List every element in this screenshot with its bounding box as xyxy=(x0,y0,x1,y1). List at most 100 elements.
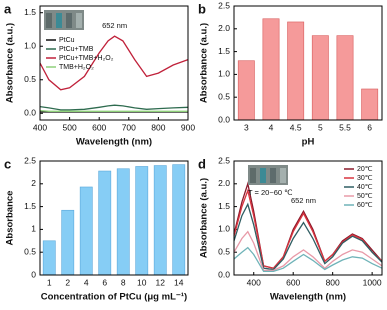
x-tick-label: 900 xyxy=(181,122,195,132)
legend-label: PtCu+TMB+H₂O₂ xyxy=(59,55,114,62)
x-tick-label: 400 xyxy=(33,122,47,132)
vial xyxy=(76,13,82,28)
legend-label: TMB+H₂O₂ xyxy=(59,64,94,71)
y-tick-label: 0.0 xyxy=(218,114,230,124)
plot-frame xyxy=(39,160,189,276)
x-tick-label: 10 xyxy=(137,277,147,287)
y-tick-label: 0 xyxy=(31,269,36,279)
vial xyxy=(250,168,256,183)
line-series xyxy=(39,35,189,91)
panel-label: a xyxy=(4,1,12,16)
y-tick-label: 2.5 xyxy=(218,0,230,10)
y-tick-label: 2.5 xyxy=(24,155,36,165)
y-tick-label: 0.5 xyxy=(218,91,230,101)
bar xyxy=(311,35,329,121)
panel-label: b xyxy=(198,1,206,16)
annotation: 652 nm xyxy=(291,196,316,205)
x-tick-label: 600 xyxy=(92,122,106,132)
x-tick-label: 3 xyxy=(244,122,249,132)
y-tick-label: 1.0 xyxy=(218,69,230,79)
y-tick-label: 0.5 xyxy=(24,246,36,256)
x-tick-label: 6 xyxy=(102,277,107,287)
y-tick-label: 1.5 xyxy=(24,7,36,17)
y-tick-label: 1.5 xyxy=(218,201,230,211)
y-tick-label: 0.5 xyxy=(24,74,36,84)
bar xyxy=(79,186,93,276)
bar xyxy=(116,168,130,276)
x-tick-label: 4 xyxy=(269,122,274,132)
legend-label: 20℃ xyxy=(357,166,373,173)
y-tick-label: 0.0 xyxy=(218,269,230,279)
y-tick-label: 1.0 xyxy=(24,40,36,50)
vial xyxy=(260,168,266,183)
bar xyxy=(172,164,186,276)
x-tick-label: 1000 xyxy=(363,277,382,287)
legend-label: 40℃ xyxy=(357,184,373,191)
line-series xyxy=(233,230,383,272)
legend-label: PtCu+TMB xyxy=(59,46,94,53)
y-tick-label: 1.0 xyxy=(218,224,230,234)
inset-photo xyxy=(44,10,84,30)
bar xyxy=(135,166,149,276)
x-tick-label: 500 xyxy=(63,122,77,132)
y-axis-label: Absorbance (a.u.) xyxy=(199,178,210,258)
x-tick-label: 14 xyxy=(174,277,184,287)
x-axis-label: Wavelength (nm) xyxy=(270,292,346,303)
bar xyxy=(237,60,255,121)
plot-frame xyxy=(233,5,383,121)
x-tick-label: 2 xyxy=(65,277,70,287)
x-tick-label: 5.5 xyxy=(339,122,351,132)
y-tick-label: 0.5 xyxy=(218,246,230,256)
x-tick-label: 4 xyxy=(84,277,89,287)
x-tick-label: 5 xyxy=(318,122,323,132)
y-tick-label: 1.5 xyxy=(24,201,36,211)
annotation: 652 nm xyxy=(102,21,127,30)
x-tick-label: 400 xyxy=(247,277,261,287)
bar xyxy=(98,170,112,276)
vial xyxy=(56,13,62,28)
y-tick-label: 2.0 xyxy=(218,178,230,188)
y-axis-label: Absorbance xyxy=(5,191,16,246)
y-tick-label: 2 xyxy=(31,178,36,188)
y-axis-label: Absorbance (a.u.) xyxy=(199,23,210,103)
line-series xyxy=(233,181,383,269)
legend-label: 60℃ xyxy=(357,202,373,209)
line-series xyxy=(39,104,189,111)
x-tick-label: 800 xyxy=(151,122,165,132)
panel-label: d xyxy=(198,156,206,171)
x-axis-label: Wavelength (nm) xyxy=(76,137,152,148)
vial xyxy=(46,13,52,28)
legend-label: PtCu xyxy=(59,37,75,44)
annotation: T = 20~60 ℃ xyxy=(248,188,293,197)
y-axis-label: Absorbance (a.u.) xyxy=(5,23,16,103)
line-series xyxy=(233,202,383,271)
x-tick-label: 1 xyxy=(47,277,52,287)
plot-frame xyxy=(233,160,383,276)
x-tick-label: 800 xyxy=(326,277,340,287)
y-tick-label: 0.0 xyxy=(24,108,36,118)
bar xyxy=(61,209,75,276)
vial xyxy=(270,168,276,183)
x-tick-label: 4.5 xyxy=(290,122,302,132)
line-series xyxy=(233,188,383,269)
bar xyxy=(42,240,56,276)
bar xyxy=(336,35,354,121)
y-tick-label: 2.0 xyxy=(218,23,230,33)
line-series xyxy=(39,109,188,112)
x-tick-label: 12 xyxy=(156,277,166,287)
vial xyxy=(66,13,72,28)
vial xyxy=(280,168,286,183)
x-axis-label: Concentration of PtCu (μg mL⁻¹) xyxy=(41,292,187,303)
legend-label: 30℃ xyxy=(357,175,373,182)
x-tick-label: 600 xyxy=(286,277,300,287)
x-tick-label: 6 xyxy=(367,122,372,132)
line-series xyxy=(233,246,383,273)
y-tick-label: 1 xyxy=(31,224,36,234)
panel-label: c xyxy=(4,156,11,171)
x-axis-label: pH xyxy=(302,137,315,148)
legend-label: 50℃ xyxy=(357,193,373,200)
x-tick-label: 700 xyxy=(122,122,136,132)
x-tick-label: 8 xyxy=(121,277,126,287)
y-tick-label: 2.5 xyxy=(218,155,230,165)
